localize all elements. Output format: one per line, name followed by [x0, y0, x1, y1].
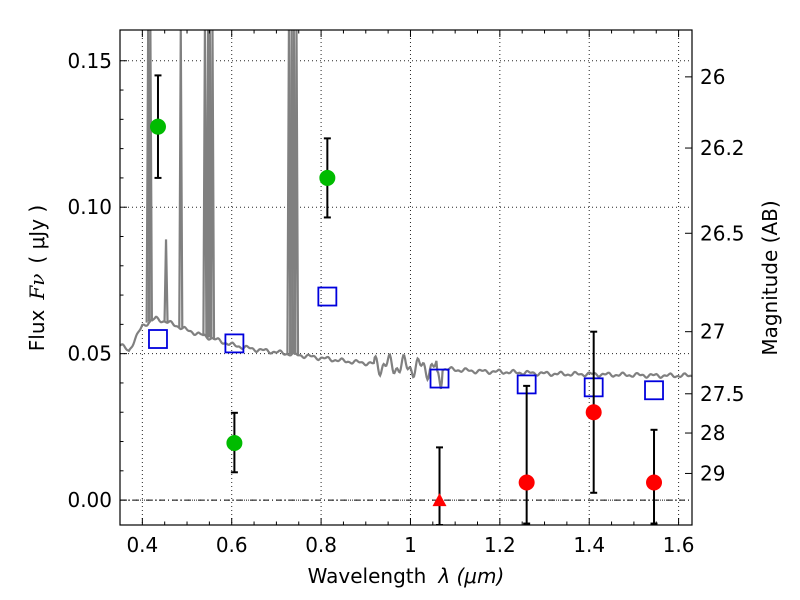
photometry-points	[148, 74, 664, 525]
x-tick-label: 1.4	[573, 533, 605, 557]
x-axis-title: Wavelength λ (μm)	[308, 564, 505, 588]
detection-point	[149, 118, 166, 135]
x-tick-label: 1	[404, 533, 417, 557]
mag-tick-label: 26.2	[700, 136, 745, 160]
mag-tick-label: 27.5	[700, 382, 745, 406]
spectrum-emission-line	[202, 30, 208, 337]
nondetection-point	[646, 474, 663, 491]
model-photometry-square	[429, 368, 450, 389]
axis-ticks: 0.4 0.6 0.8 1 1.2 1.4 1.6 0.00 0.05 0.10 0.15 26 26.…	[67, 30, 745, 557]
spectrum-emission-line	[178, 30, 184, 328]
detection-point	[226, 434, 243, 451]
upper-limit-triangle	[432, 493, 447, 507]
y-tick-label: 0.00	[67, 488, 112, 512]
y-tick-label: 0.15	[67, 49, 112, 73]
mag-tick-label: 28	[700, 421, 725, 445]
model-photometry-square	[644, 380, 664, 401]
x-tick-label: 1.2	[484, 533, 516, 557]
mag-tick-label: 27	[700, 320, 725, 344]
nondetection-point	[585, 404, 602, 421]
y-tick-label: 0.10	[67, 195, 112, 219]
plot-frame	[119, 29, 693, 526]
mag-tick-label: 26	[700, 65, 725, 89]
y-tick-label: 0.05	[67, 342, 112, 366]
mag-tick-label: 29	[700, 461, 725, 485]
y-axis-title-left: FluxFν( μJy )	[25, 205, 49, 351]
y-axis-title-right: Magnitude (AB)	[758, 200, 782, 355]
x-tick-label: 1.6	[663, 533, 695, 557]
model-photometry-square	[317, 286, 338, 307]
detection-point	[319, 169, 336, 186]
spectrum-emission-line	[163, 239, 169, 322]
model-spectrum	[120, 30, 692, 390]
model-photometry-square	[224, 333, 245, 354]
x-tick-label: 0.8	[305, 533, 337, 557]
spectrum-emission-line	[147, 30, 153, 322]
x-tick-label: 0.4	[126, 533, 158, 557]
spectrum-continuum	[120, 315, 692, 390]
spectrum-emission-line	[209, 30, 216, 339]
nondetection-point	[518, 474, 535, 491]
x-tick-label: 0.6	[216, 533, 248, 557]
model-photometry-square	[148, 329, 168, 349]
mag-tick-label: 26.5	[700, 221, 745, 245]
spectrum-emission-line	[293, 30, 300, 355]
